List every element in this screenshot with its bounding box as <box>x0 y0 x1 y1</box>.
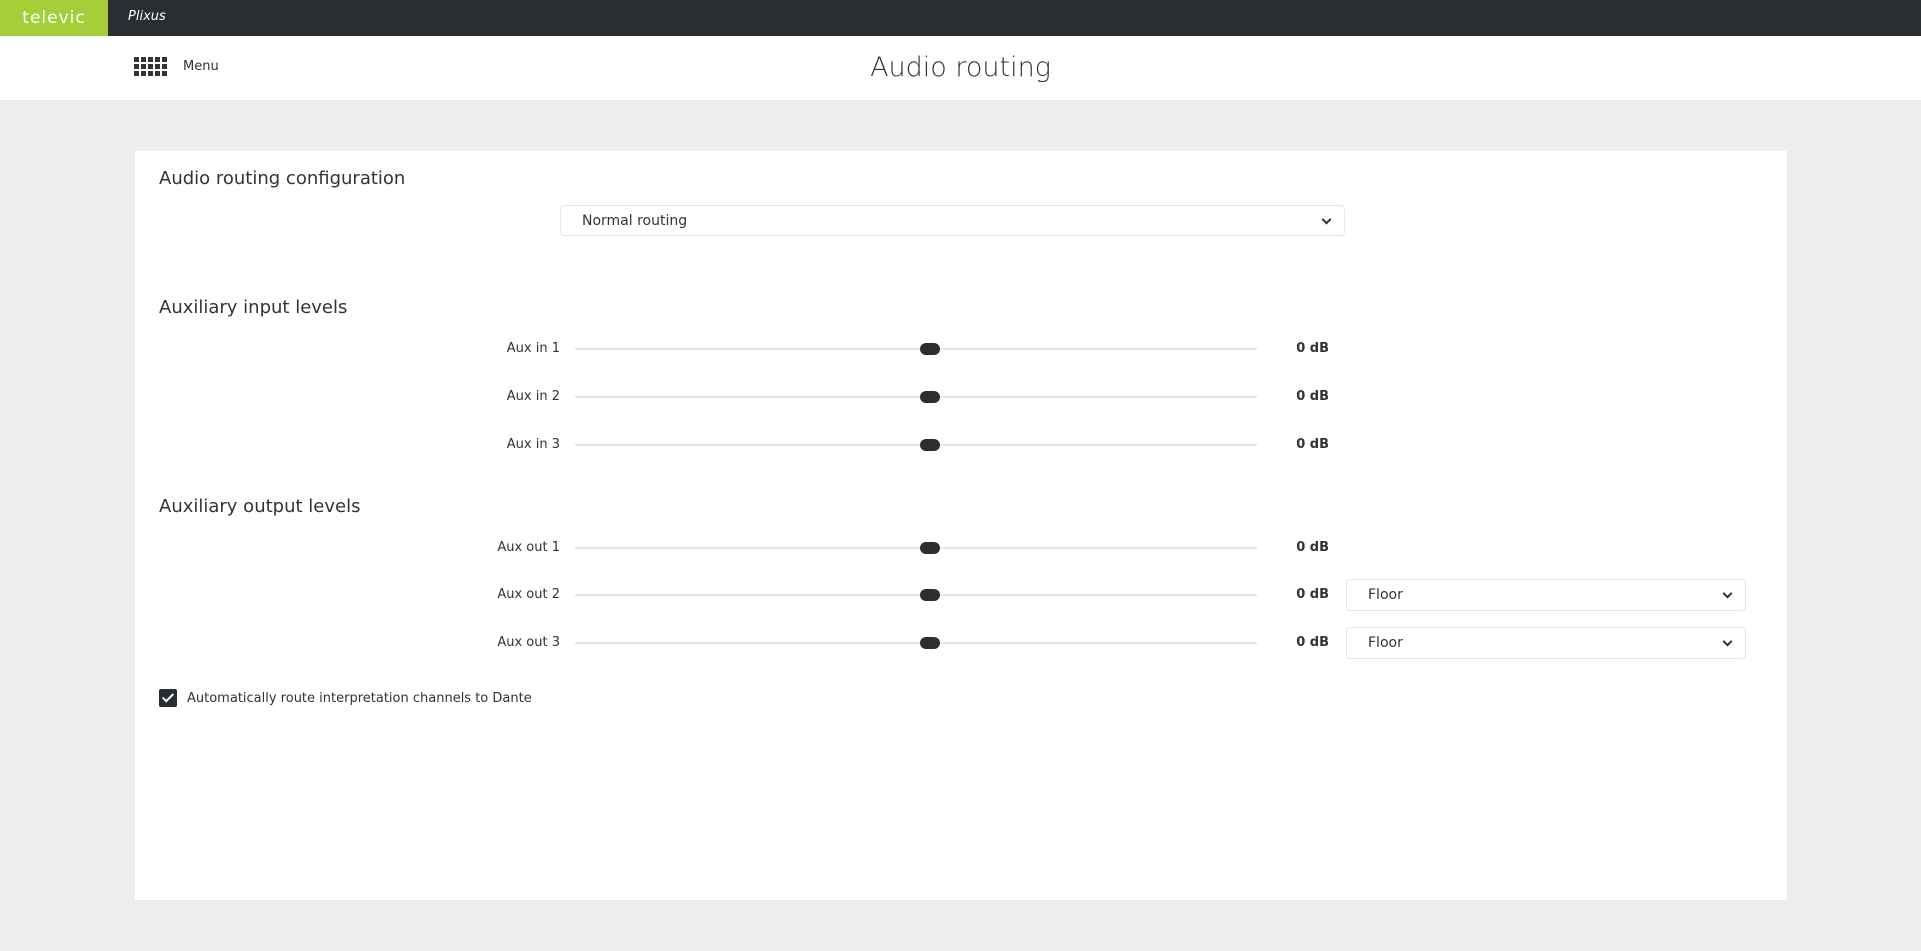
level-value: 0 dB <box>1296 540 1329 555</box>
level-label: Aux in 2 <box>506 389 560 404</box>
slider-thumb[interactable] <box>919 343 940 355</box>
level-row: Aux out 1 0 dB <box>135 538 1787 558</box>
dante-auto-route-label: Automatically route interpretation chann… <box>187 690 532 706</box>
level-slider[interactable] <box>575 391 1257 403</box>
slider-thumb[interactable] <box>919 542 940 554</box>
grid-menu-icon <box>134 57 167 76</box>
menu-label: Menu <box>183 59 219 74</box>
level-slider[interactable] <box>575 343 1257 355</box>
level-row: Aux in 2 0 dB <box>135 387 1787 407</box>
level-row: Aux out 3 0 dB Floor <box>135 627 1787 659</box>
output-source-value: Floor <box>1368 587 1403 603</box>
chevron-down-icon <box>1321 214 1332 225</box>
content-card: Audio routing configuration Normal routi… <box>135 151 1787 900</box>
level-value: 0 dB <box>1296 635 1329 650</box>
level-row: Aux in 3 0 dB <box>135 435 1787 455</box>
level-row: Aux out 2 0 dB Floor <box>135 579 1787 611</box>
level-value: 0 dB <box>1296 587 1329 602</box>
level-label: Aux in 1 <box>506 341 560 356</box>
level-value: 0 dB <box>1296 389 1329 404</box>
routing-config-value: Normal routing <box>582 212 688 229</box>
slider-thumb[interactable] <box>919 391 940 403</box>
level-label: Aux out 2 <box>497 587 560 602</box>
checkmark-icon <box>159 689 177 707</box>
page-title: Audio routing <box>870 52 1051 83</box>
slider-thumb[interactable] <box>919 439 940 451</box>
level-slider[interactable] <box>575 439 1257 451</box>
level-value: 0 dB <box>1296 437 1329 452</box>
level-label: Aux in 3 <box>506 437 560 452</box>
slider-thumb[interactable] <box>919 589 940 601</box>
chevron-down-icon <box>1722 588 1733 599</box>
level-slider[interactable] <box>575 637 1257 649</box>
level-row: Aux in 1 0 dB <box>135 339 1787 359</box>
input-levels-heading: Auxiliary input levels <box>159 297 348 318</box>
level-slider[interactable] <box>575 542 1257 554</box>
menu-button[interactable]: Menu <box>134 57 219 76</box>
output-source-select[interactable]: Floor <box>1346 579 1746 611</box>
level-label: Aux out 3 <box>497 635 560 650</box>
televic-logo: televic <box>0 0 108 36</box>
level-label: Aux out 1 <box>497 540 560 555</box>
output-levels-heading: Auxiliary output levels <box>159 496 361 517</box>
app-name: Plixus <box>128 9 166 24</box>
config-heading: Audio routing configuration <box>159 168 406 189</box>
dante-auto-route-checkbox[interactable]: Automatically route interpretation chann… <box>159 689 532 707</box>
output-source-value: Floor <box>1368 635 1403 651</box>
level-value: 0 dB <box>1296 341 1329 356</box>
slider-thumb[interactable] <box>919 637 940 649</box>
level-slider[interactable] <box>575 589 1257 601</box>
top-bar: televic Plixus <box>0 0 1921 36</box>
header: Menu Audio routing <box>0 36 1921 100</box>
output-source-select[interactable]: Floor <box>1346 627 1746 659</box>
chevron-down-icon <box>1722 636 1733 647</box>
routing-config-select[interactable]: Normal routing <box>560 205 1345 236</box>
